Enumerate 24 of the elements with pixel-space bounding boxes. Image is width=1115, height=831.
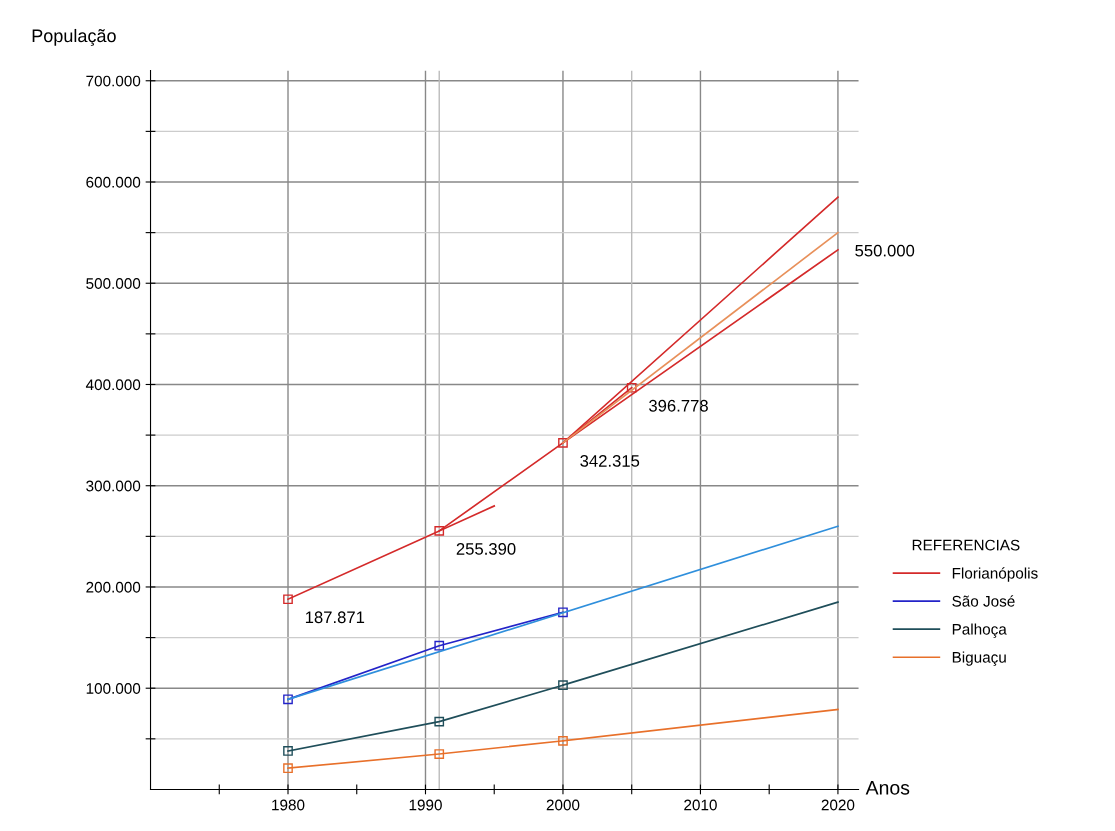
y-tick-label: 400.000 [85, 379, 141, 391]
x-tick-label: 2000 [546, 799, 580, 811]
x-axis-title: Anos [865, 781, 910, 795]
x-tick-label: 1980 [272, 799, 305, 811]
annotation: 187.871 [305, 611, 365, 624]
y-tick-label: 200.000 [86, 581, 141, 593]
x-tick-label: 1990 [409, 799, 442, 811]
legend-label: Palhoça [952, 623, 1007, 638]
annotation: 550.000 [855, 244, 915, 257]
legend-title: REFERENCIAS [912, 539, 1020, 551]
y-tick-label: 600.000 [86, 176, 141, 188]
y-axis-title: População [32, 28, 116, 46]
y-tick-label: 700.000 [86, 75, 141, 87]
x-tick-label: 2010 [684, 799, 717, 811]
legend-label: Biguaçu [952, 651, 1006, 666]
annotation: 396.778 [649, 399, 708, 412]
annotation: 342.315 [580, 455, 640, 467]
legend-label: São José [952, 595, 1015, 607]
annotation: 255.390 [456, 543, 516, 555]
legend-label: Florianópolis [952, 567, 1038, 582]
y-tick-label: 300.000 [86, 480, 141, 492]
y-tick-label: 500.000 [86, 278, 141, 289]
y-tick-label: 100.000 [86, 683, 141, 694]
x-tick-label: 2020 [821, 799, 855, 811]
